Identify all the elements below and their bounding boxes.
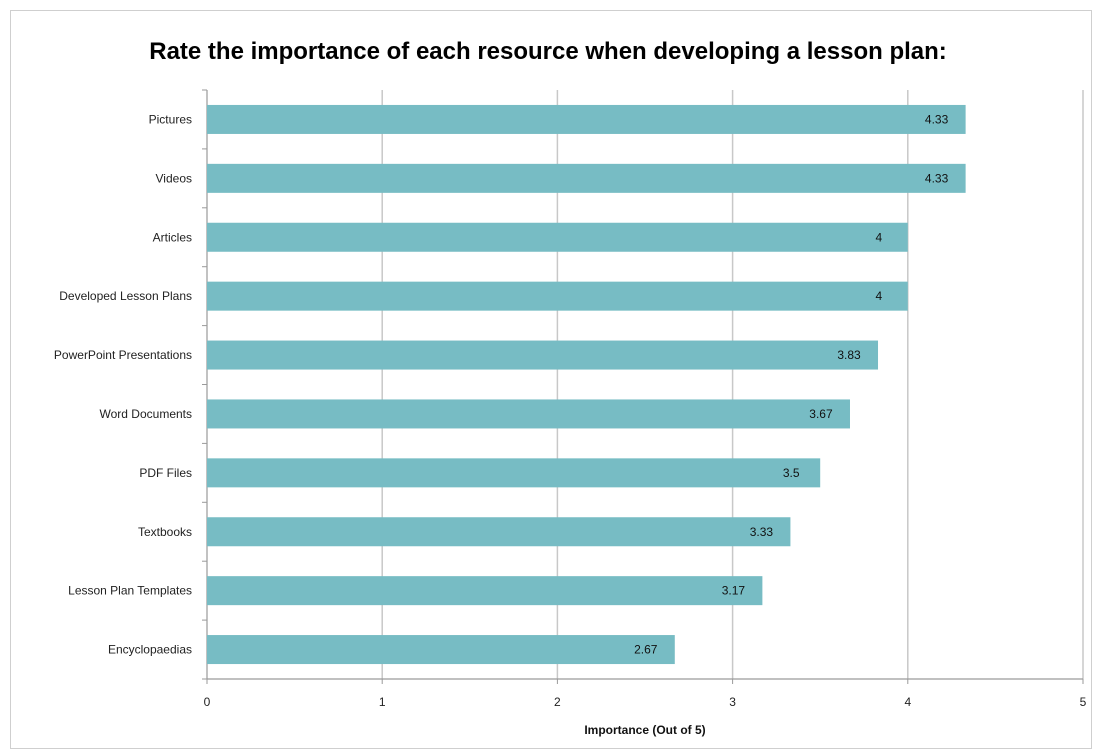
category-label: Videos — [156, 171, 192, 185]
x-tick-label: 5 — [1080, 695, 1087, 709]
x-tick-label: 0 — [204, 695, 211, 709]
bar — [207, 222, 908, 252]
bar — [207, 340, 879, 370]
data-label: 3.17 — [722, 584, 746, 598]
data-label: 2.67 — [634, 643, 658, 657]
category-label: Developed Lesson Plans — [59, 289, 192, 303]
data-label: 3.33 — [750, 525, 774, 539]
data-label: 4 — [875, 289, 882, 303]
data-label: 4.33 — [925, 112, 949, 126]
data-label: 3.67 — [809, 407, 833, 421]
category-label: Articles — [153, 230, 192, 244]
bars — [207, 104, 966, 665]
category-label: PDF Files — [139, 466, 192, 480]
category-label: Textbooks — [138, 525, 192, 539]
category-label: PowerPoint Presentations — [54, 348, 192, 362]
bar — [207, 281, 908, 311]
bar — [207, 517, 791, 547]
bar — [207, 576, 763, 606]
labels: Pictures 4.33 Videos 4.33 Articles 4 Developed… — [54, 112, 949, 656]
data-label: 3.83 — [837, 348, 861, 362]
data-label: 3.5 — [783, 466, 800, 480]
data-label: 4 — [875, 230, 882, 244]
bar — [207, 635, 675, 665]
category-label: Encyclopaedias — [108, 643, 192, 657]
x-tick-label: 4 — [904, 695, 911, 709]
category-label: Pictures — [149, 112, 192, 126]
chart-title: Rate the importance of each resource whe… — [149, 38, 947, 65]
bar — [207, 104, 966, 134]
category-label: Word Documents — [100, 407, 192, 421]
bar — [207, 458, 821, 488]
bar — [207, 163, 966, 193]
category-label: Lesson Plan Templates — [68, 584, 192, 598]
x-tick-label: 1 — [379, 695, 386, 709]
bar — [207, 399, 850, 429]
x-tick-label: 3 — [729, 695, 736, 709]
x-axis-title: Importance (Out of 5) — [584, 723, 705, 737]
x-tick-label: 2 — [554, 695, 561, 709]
data-label: 4.33 — [925, 171, 949, 185]
